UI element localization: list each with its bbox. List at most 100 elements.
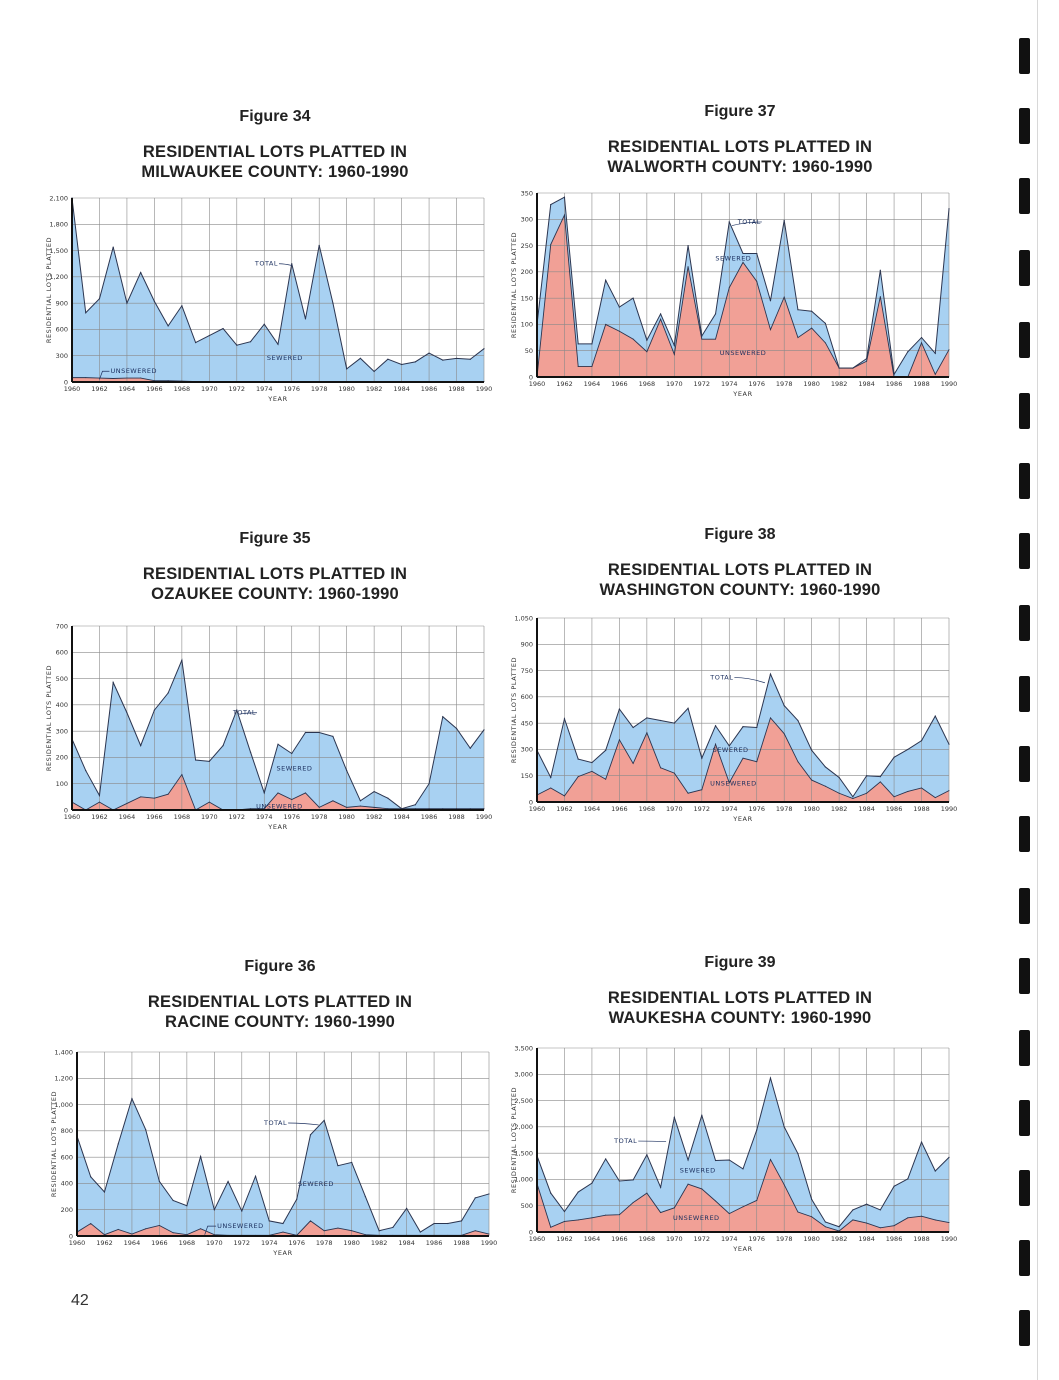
y-tick-label: 0 — [69, 1232, 73, 1240]
x-tick-label: 1962 — [91, 813, 108, 821]
y-tick-label: 0 — [529, 373, 533, 381]
x-axis-title: YEAR — [732, 390, 752, 398]
y-tick-label: 600 — [521, 693, 533, 701]
unsewered-point — [605, 1214, 607, 1216]
total-point — [460, 1220, 463, 1222]
total-point — [756, 1129, 758, 1131]
y-tick-label: 1,800 — [49, 221, 68, 229]
total-point — [701, 1114, 703, 1116]
total-point — [447, 1222, 449, 1225]
unsewered-point — [359, 805, 361, 807]
total-point — [112, 681, 114, 684]
y-tick-label: 150 — [521, 294, 533, 302]
total-point — [769, 1077, 772, 1079]
unsewered-annotation: UNSEWERED — [256, 803, 303, 811]
total-point — [632, 726, 634, 729]
total-leader-line — [278, 263, 292, 266]
total-point — [701, 335, 703, 337]
page-number: 42 — [71, 1292, 89, 1309]
figure-title-line1: RESIDENTIAL LOTS PLATTED IN — [607, 989, 873, 1007]
y-tick-label: 0 — [529, 1228, 533, 1236]
unsewered-point — [687, 266, 689, 268]
total-point — [563, 718, 566, 720]
binding-hole — [1019, 1240, 1030, 1276]
binding-hole — [1019, 888, 1030, 924]
y-tick-label: 3,500 — [514, 1044, 533, 1052]
grid — [76, 1051, 490, 1237]
x-tick-label: 1990 — [476, 813, 493, 821]
total-point — [660, 1186, 662, 1188]
unsewered-point — [428, 808, 430, 810]
unsewered-point — [126, 802, 128, 804]
x-tick-label: 1978 — [776, 805, 793, 813]
total-point — [824, 766, 826, 768]
x-tick-label: 1974 — [256, 385, 273, 393]
unsewered-point — [318, 806, 320, 808]
unsewered-point — [921, 1215, 923, 1217]
y-tick-label: 1,500 — [514, 1149, 533, 1157]
total-point — [563, 196, 566, 198]
unsewered-point — [632, 762, 634, 764]
x-tick-label: 1964 — [124, 1239, 141, 1247]
unsewered-point — [632, 338, 634, 340]
unsewered-point — [660, 767, 662, 769]
unsewered-point — [756, 1199, 758, 1201]
chart-walworth: 0 50 100 150 200 250 300 350 1960 1962 1964 1966 196… — [510, 189, 957, 398]
total-point — [577, 1191, 579, 1193]
total-point — [268, 1220, 270, 1222]
total-point — [920, 1141, 923, 1143]
total-leader-line — [288, 1122, 319, 1126]
figure-title-line2: WAUKESHA COUNTY: 1960-1990 — [608, 1009, 872, 1027]
unsewered-point — [140, 796, 142, 798]
x-tick-label: 1986 — [421, 385, 438, 393]
chart-waukesha: 0 500 1,000 1,500 2,000 2,500 3,000 3,500 1960 19… — [510, 1044, 957, 1253]
total-point — [181, 659, 183, 661]
total-point — [140, 271, 142, 274]
unsewered-point — [332, 800, 334, 802]
total-point — [332, 302, 334, 304]
total-point — [824, 1221, 826, 1223]
total-point — [186, 1205, 188, 1207]
x-tick-label: 1966 — [611, 1235, 628, 1243]
total-point — [474, 1197, 476, 1199]
unsewered-point — [488, 1233, 490, 1235]
unsewered-point — [866, 792, 868, 794]
total-point — [907, 351, 909, 353]
unsewered-point — [131, 1233, 133, 1235]
x-tick-label: 1984 — [858, 1235, 875, 1243]
total-point — [337, 1165, 339, 1167]
x-tick-label: 1962 — [556, 805, 573, 813]
figure-label: Figure 39 — [704, 954, 776, 971]
x-tick-label: 1960 — [69, 1239, 86, 1247]
total-point — [879, 1209, 881, 1211]
total-point — [811, 310, 813, 312]
total-point — [811, 1198, 813, 1201]
x-tick-label: 1982 — [371, 1239, 388, 1247]
total-leader-line — [638, 1140, 667, 1142]
binding-hole — [1019, 1030, 1030, 1066]
y-tick-label: 500 — [56, 675, 68, 683]
total-point — [98, 794, 101, 797]
total-point — [236, 344, 238, 346]
unsewered-point — [213, 1234, 215, 1236]
total-point — [632, 1179, 634, 1181]
unsewered-point — [838, 792, 840, 794]
unsewered-point — [282, 1231, 284, 1233]
x-tick-label: 1972 — [694, 1235, 711, 1243]
x-tick-label: 1984 — [858, 380, 875, 388]
total-point — [90, 1176, 92, 1178]
binding-hole — [1019, 1100, 1030, 1136]
binding-hole — [1019, 393, 1030, 429]
unsewered-point — [401, 808, 403, 810]
y-tick-label: 350 — [521, 189, 533, 197]
unsewered-point — [200, 1228, 202, 1230]
total-point — [591, 1182, 593, 1184]
unsewered-point — [701, 338, 703, 340]
total-point — [359, 357, 361, 359]
total-point — [550, 203, 552, 206]
x-tick-label: 1986 — [886, 1235, 903, 1243]
unsewered-point — [797, 1211, 799, 1213]
total-point — [181, 305, 183, 307]
unsewered-point — [277, 792, 279, 794]
total-point — [728, 1159, 730, 1161]
